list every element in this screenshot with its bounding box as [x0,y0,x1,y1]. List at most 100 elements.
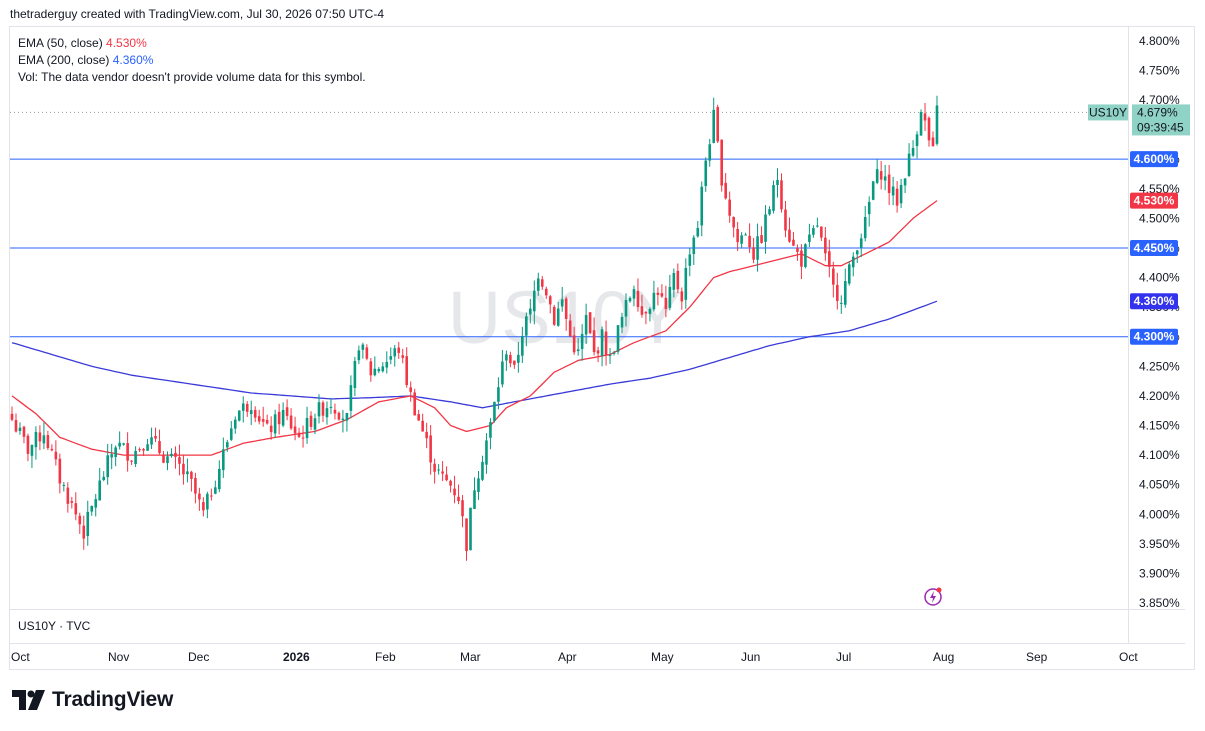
pane-separator[interactable] [9,609,1185,610]
candle [756,223,759,272]
candle [796,244,799,261]
candle [760,226,763,244]
candle [828,239,831,278]
candle [30,444,34,469]
candle [194,472,197,504]
candle-body [162,455,165,463]
candle-body [592,330,596,353]
candle [544,286,548,299]
candle-body [222,449,225,471]
candle-body [536,278,540,291]
candle [720,139,723,192]
candle [134,446,137,467]
candle [891,176,895,206]
candle-body [317,402,321,417]
candle-body [696,227,700,237]
candle [309,411,313,431]
candle [871,180,875,201]
candle-body [74,503,78,515]
candle-body [608,355,612,357]
candle-body [580,333,584,349]
candle-body [130,460,133,462]
time-tick-label: Feb [375,650,396,664]
candle [317,394,321,424]
candle-body [891,186,895,196]
candle [369,357,373,382]
candle [229,421,233,441]
candle-body [225,442,229,448]
candle-body [357,350,361,361]
candle [604,320,608,366]
candle-body [401,355,405,358]
candle-body [341,418,345,420]
time-tick-label: Dec [188,650,209,664]
candle-body [30,444,34,456]
candle-body [481,461,484,480]
candle-body [158,441,161,454]
candle [592,317,596,356]
candle-body [780,180,783,210]
candle [393,344,397,367]
candle-body [628,297,632,302]
candle [361,342,365,359]
candle [333,403,337,420]
candle [425,422,428,449]
candle-body [373,368,377,376]
candle [497,377,500,410]
candle [485,433,488,474]
candle [732,216,735,238]
price-tick-label: 4.200% [1139,389,1180,403]
price-scale-border [1128,26,1129,643]
candle [632,285,636,307]
candle-body [584,315,588,335]
candle [122,442,125,446]
candle [843,268,847,308]
lightning-icon[interactable] [923,586,943,606]
candle-body [664,297,668,309]
candle-body [485,440,488,465]
candle-body [126,443,129,461]
candle [70,496,74,509]
candle-body [393,348,397,357]
candle [401,348,405,364]
candle-body [556,308,560,326]
candle-body [564,298,568,319]
candle-body [692,237,696,255]
candle [529,298,532,324]
candle-body [816,225,819,227]
candle-body [297,432,301,437]
candle-body [166,456,169,464]
candle-body [676,270,680,290]
level-badge: 4.300% [1130,328,1178,345]
candle-body [540,279,544,287]
candle [174,446,177,469]
candle [863,206,867,242]
candle-body [804,244,807,268]
candle [54,440,58,466]
candle-body [744,234,747,236]
candle-body [142,449,145,451]
candle-body [760,235,763,243]
tradingview-logo[interactable]: TradingView [12,688,173,712]
candle [680,287,684,310]
candle-body [413,392,416,416]
candle [784,200,787,238]
candle [572,326,576,355]
candle [321,400,325,422]
time-tick-label: Sep [1026,650,1048,664]
candle-body [182,463,185,475]
candle-body [433,463,436,472]
candle [437,464,440,475]
candle [812,225,815,238]
legend-ema50[interactable]: EMA (50, close) 4.530% [18,35,366,52]
candle-body [118,442,121,447]
candle-body [381,366,385,372]
candle-body [636,290,640,308]
candle-body [532,290,536,312]
candle [927,116,931,147]
candle-body [887,174,891,194]
legend-ema200[interactable]: EMA (200, close) 4.360% [18,52,366,69]
candle [138,447,141,452]
candle [536,272,540,296]
